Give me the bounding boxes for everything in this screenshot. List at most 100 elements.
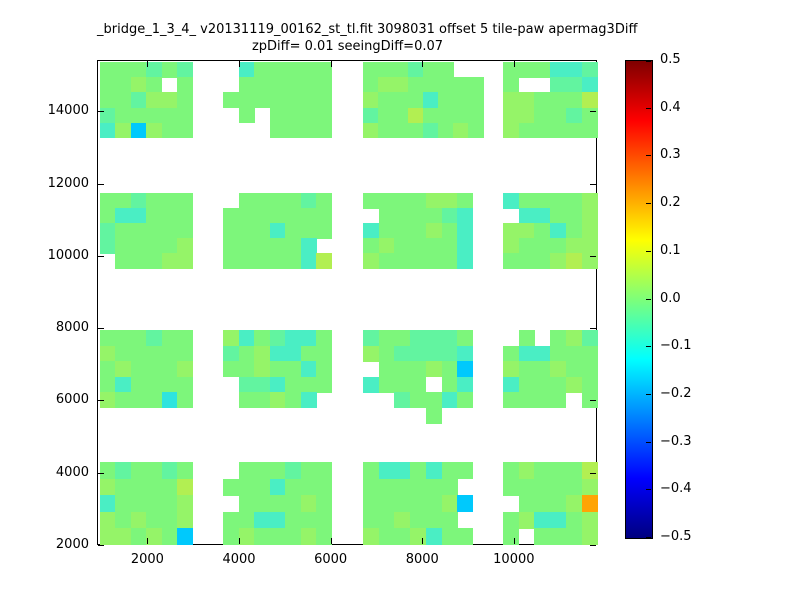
colorbar-tick-label: 0.3 bbox=[660, 147, 681, 163]
heatmap-cell bbox=[254, 193, 270, 209]
heatmap-cell bbox=[100, 511, 116, 529]
heatmap-cell bbox=[238, 107, 255, 124]
heatmap-cell bbox=[503, 345, 520, 362]
heatmap-cell bbox=[518, 107, 535, 124]
heatmap-cell bbox=[363, 478, 380, 496]
heatmap-cell bbox=[457, 345, 474, 362]
heatmap-cell bbox=[269, 223, 286, 239]
x-tick-mark bbox=[330, 61, 332, 67]
heatmap-cell bbox=[441, 193, 458, 209]
heatmap-cell bbox=[534, 511, 551, 529]
heatmap-cell bbox=[161, 92, 178, 109]
heatmap-cell bbox=[378, 495, 395, 513]
heatmap-cell bbox=[378, 511, 395, 529]
heatmap-cell bbox=[300, 208, 317, 224]
heatmap-cell bbox=[453, 77, 469, 93]
heatmap-cell bbox=[441, 223, 458, 239]
heatmap-cell bbox=[438, 107, 454, 124]
heatmap-cell bbox=[503, 92, 520, 109]
y-tick-mark bbox=[590, 400, 596, 402]
colorbar-tick-mark bbox=[646, 346, 651, 348]
heatmap-cell bbox=[441, 495, 458, 513]
heatmap-cell bbox=[238, 495, 255, 513]
heatmap-cell bbox=[378, 107, 394, 124]
heatmap-cell bbox=[161, 223, 178, 239]
heatmap-cell bbox=[285, 92, 301, 109]
heatmap-cell bbox=[565, 330, 582, 347]
heatmap-cell bbox=[457, 495, 474, 513]
heatmap-cell bbox=[161, 330, 178, 347]
y-tick-mark bbox=[590, 328, 596, 330]
heatmap-cell bbox=[565, 376, 582, 393]
heatmap-cell bbox=[425, 392, 442, 409]
heatmap-cell bbox=[254, 77, 270, 93]
heatmap-cell bbox=[223, 253, 239, 269]
heatmap-cell bbox=[130, 528, 147, 546]
heatmap-cell bbox=[441, 478, 458, 496]
colorbar-tick-mark bbox=[646, 298, 651, 300]
heatmap-cell bbox=[316, 62, 332, 78]
heatmap-cell bbox=[254, 462, 270, 480]
heatmap-cell bbox=[130, 107, 147, 124]
heatmap-cell bbox=[363, 238, 380, 254]
colorbar-tick-label: −0.1 bbox=[660, 338, 692, 354]
heatmap-cell bbox=[503, 361, 520, 378]
heatmap-cell bbox=[378, 77, 394, 93]
heatmap-cell bbox=[146, 528, 163, 546]
detector-patch bbox=[100, 62, 193, 139]
heatmap-cell bbox=[161, 478, 178, 496]
heatmap-cell bbox=[146, 193, 163, 209]
detector-patch bbox=[223, 193, 332, 269]
heatmap-cell bbox=[238, 193, 255, 209]
heatmap-cell bbox=[254, 528, 270, 546]
x-tick-mark bbox=[239, 538, 240, 544]
heatmap-cell bbox=[161, 208, 178, 224]
y-tick-mark bbox=[590, 183, 596, 185]
colorbar-tick-mark bbox=[646, 203, 651, 205]
heatmap-cell bbox=[316, 511, 332, 529]
heatmap-cell bbox=[223, 92, 239, 109]
colorbar-tick-label: 0.1 bbox=[660, 242, 681, 258]
heatmap-cell bbox=[146, 478, 163, 496]
heatmap-cell bbox=[100, 122, 116, 139]
heatmap-cell bbox=[269, 208, 286, 224]
detector-patch bbox=[223, 462, 332, 546]
colorbar-tick-label: −0.5 bbox=[660, 529, 692, 544]
heatmap-cell bbox=[534, 122, 551, 139]
heatmap-cell bbox=[378, 330, 395, 347]
heatmap-cell bbox=[115, 528, 132, 546]
heatmap-cell bbox=[453, 92, 469, 109]
heatmap-cell bbox=[269, 62, 286, 78]
heatmap-cell bbox=[518, 193, 535, 209]
heatmap-cell bbox=[300, 495, 317, 513]
heatmap-cell bbox=[161, 345, 178, 362]
heatmap-cell bbox=[363, 223, 380, 239]
heatmap-cell bbox=[581, 330, 598, 347]
heatmap-cell bbox=[393, 92, 409, 109]
heatmap-cell bbox=[581, 238, 598, 254]
heatmap-cell bbox=[581, 511, 598, 529]
heatmap-cell bbox=[269, 193, 286, 209]
heatmap-cell bbox=[550, 77, 567, 93]
heatmap-cell bbox=[254, 511, 270, 529]
heatmap-cell bbox=[378, 376, 395, 393]
heatmap-cell bbox=[146, 462, 163, 480]
heatmap-cell bbox=[410, 238, 427, 254]
heatmap-cell bbox=[363, 107, 379, 124]
heatmap-cell bbox=[254, 345, 270, 362]
heatmap-cell bbox=[130, 361, 147, 378]
heatmap-cell bbox=[468, 92, 484, 109]
heatmap-cell bbox=[581, 62, 598, 78]
heatmap-cell bbox=[100, 208, 116, 224]
heatmap-cell bbox=[285, 122, 301, 139]
heatmap-cell bbox=[177, 462, 193, 480]
heatmap-cell bbox=[177, 345, 193, 362]
heatmap-cell bbox=[425, 345, 442, 362]
heatmap-cell bbox=[394, 528, 411, 546]
heatmap-cell bbox=[581, 253, 598, 269]
heatmap-cell bbox=[161, 193, 178, 209]
heatmap-cell bbox=[100, 345, 116, 362]
heatmap-cell bbox=[130, 223, 147, 239]
heatmap-cell bbox=[441, 511, 458, 529]
detector-patch bbox=[223, 62, 332, 139]
